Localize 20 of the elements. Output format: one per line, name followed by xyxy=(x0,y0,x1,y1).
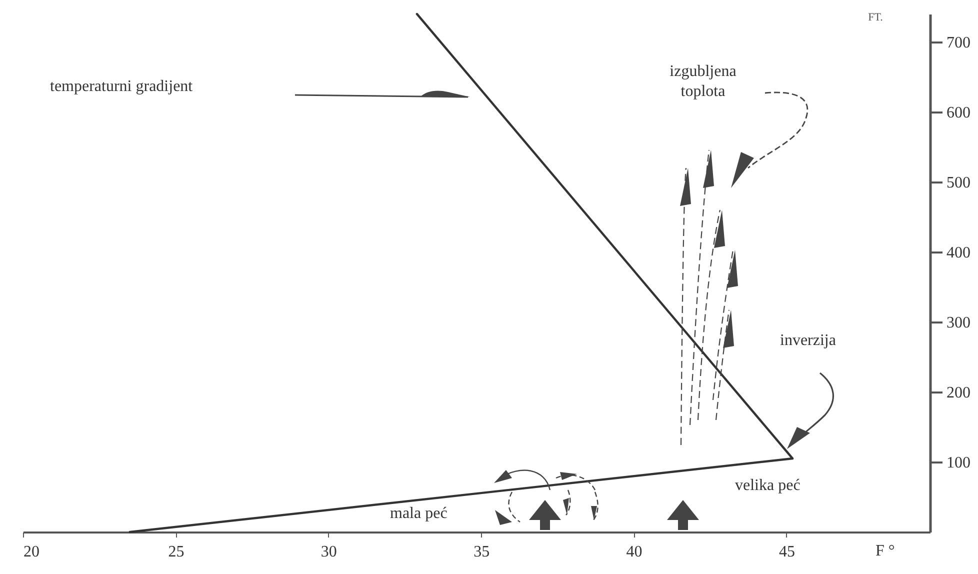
y-tick-label: 400 xyxy=(946,244,970,262)
x-tick-label: 40 xyxy=(626,544,642,560)
annotation: temperaturni gradijent xyxy=(50,78,194,95)
x-tick-label: 20 xyxy=(24,544,40,560)
y-tick-label: 200 xyxy=(946,384,970,402)
annotation: velika peć xyxy=(735,477,800,494)
y-axis-title: FT. xyxy=(868,12,884,24)
x-tick-label: 45 xyxy=(778,544,795,560)
x-tick-label: 30 xyxy=(320,544,337,560)
y-tick-label: 500 xyxy=(946,174,970,192)
annotation: inverzija xyxy=(780,332,836,349)
x-axis-title: F ° xyxy=(876,542,895,560)
y-tick-label: 600 xyxy=(946,104,970,122)
y-tick-label: 100 xyxy=(946,454,970,472)
annotation: mala peć xyxy=(390,505,448,522)
annotation: izgubljena toplota xyxy=(670,63,736,100)
y-tick-label: 300 xyxy=(946,314,970,332)
x-tick-label: 25 xyxy=(168,544,184,560)
y-tick-label: 700 xyxy=(946,34,970,52)
x-tick-label: 35 xyxy=(474,544,490,560)
